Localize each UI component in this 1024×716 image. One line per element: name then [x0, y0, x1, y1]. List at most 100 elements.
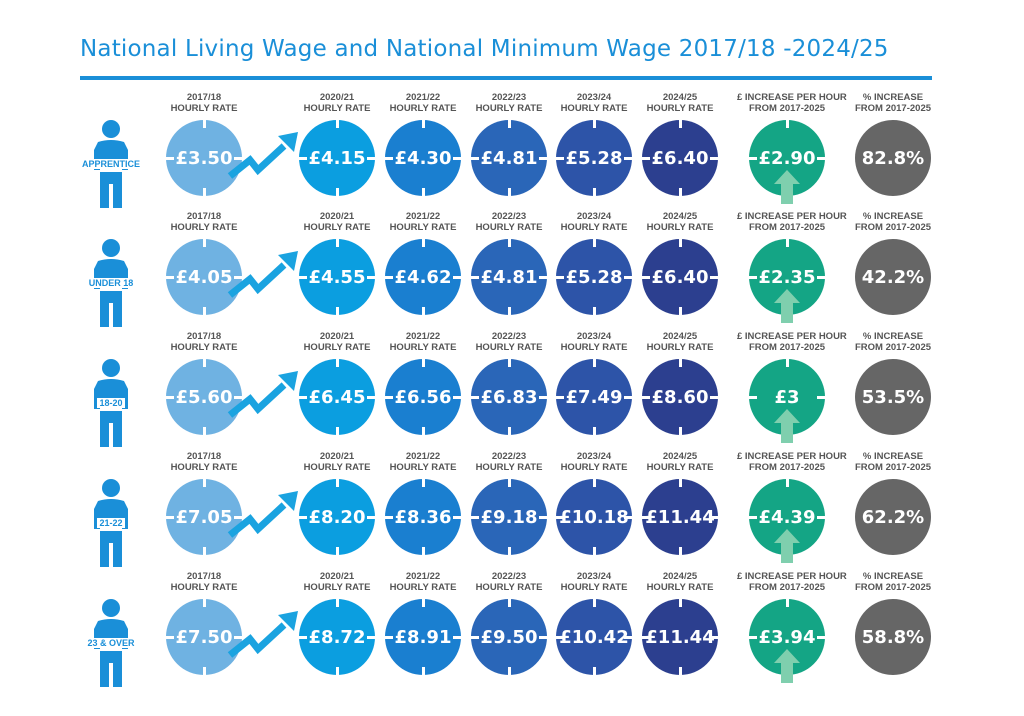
column-header: 2017/18 HOURLY RATE	[154, 211, 254, 235]
dial-tick	[385, 395, 393, 399]
rate-value: £4.81	[480, 266, 538, 288]
dial-tick	[749, 635, 757, 639]
column-header-line: HOURLY RATE	[170, 342, 238, 353]
up-arrow-icon	[774, 289, 800, 328]
rate-value: 53.5%	[861, 386, 925, 408]
rate-value: £8.20	[308, 506, 366, 528]
column-increase-pct: % INCREASE FROM 2017-2025 62.2%	[843, 451, 943, 555]
column-header-line: 2023/24	[576, 571, 612, 582]
dial-tick	[202, 239, 206, 247]
column-header: % INCREASE FROM 2017-2025	[843, 451, 943, 475]
dial-tick	[166, 156, 174, 160]
dial-tick	[202, 599, 206, 607]
dial-tick	[556, 156, 564, 160]
dial-tick	[678, 667, 682, 675]
age-group-text: 21-22	[97, 518, 125, 528]
dial-tick	[471, 635, 479, 639]
dial-tick	[539, 156, 547, 160]
rate-value: £7.05	[175, 506, 233, 528]
dial-tick	[710, 275, 718, 279]
column-header: 2022/23 HOURLY RATE	[459, 331, 559, 355]
column-header-line: HOURLY RATE	[389, 342, 457, 353]
person-icon: APPRENTICE	[76, 120, 146, 210]
column-header: % INCREASE FROM 2017-2025	[843, 331, 943, 355]
column-header: 2021/22 HOURLY RATE	[373, 92, 473, 116]
column-header: 2021/22 HOURLY RATE	[373, 331, 473, 355]
dial-tick	[507, 188, 511, 196]
dial-tick	[507, 427, 511, 435]
dial-tick	[556, 395, 564, 399]
rate-value: £9.50	[480, 626, 538, 648]
wage-row: UNDER 18 2017/18 HOURLY RATE £4.05 2020/21 HO…	[0, 211, 1024, 331]
column-header-line: % INCREASE	[862, 92, 924, 103]
dial-tick	[785, 599, 789, 607]
dial-tick	[678, 479, 682, 487]
column-header-line: % INCREASE	[862, 571, 924, 582]
dial-tick	[367, 635, 375, 639]
dial-tick	[385, 515, 393, 519]
column-header-line: £ INCREASE PER HOUR	[737, 451, 847, 462]
rate-2021-circle: £4.30	[385, 120, 461, 196]
column-header-line: 2022/23	[491, 92, 527, 103]
dial-tick	[421, 547, 425, 555]
column-header-line: 2017/18	[186, 331, 222, 342]
column-increase-pct: % INCREASE FROM 2017-2025 58.8%	[843, 571, 943, 675]
age-group-text: UNDER 18	[86, 278, 136, 288]
rate-2021-circle: £4.62	[385, 239, 461, 315]
page-title: National Living Wage and National Minimu…	[80, 36, 889, 62]
dial-tick	[817, 275, 825, 279]
column-header: 2023/24 HOURLY RATE	[544, 331, 644, 355]
column-header-line: 2021/22	[405, 571, 441, 582]
dial-tick	[624, 275, 632, 279]
dial-tick	[539, 395, 547, 399]
wage-row: 23 & OVER 2017/18 HOURLY RATE £7.50 2020/21 H…	[0, 571, 1024, 691]
column-header-line: 2020/21	[319, 211, 355, 222]
column-rate-2017: 2017/18 HOURLY RATE £5.60	[154, 331, 254, 435]
rate-value: £3.50	[175, 147, 233, 169]
dial-tick	[507, 479, 511, 487]
rate-2020-circle: £6.45	[299, 359, 375, 435]
dial-tick	[678, 359, 682, 367]
title-underline	[80, 76, 932, 80]
dial-tick	[592, 307, 596, 315]
column-rate-2021: 2021/22 HOURLY RATE £8.91	[373, 571, 473, 675]
rate-2021-circle: £8.91	[385, 599, 461, 675]
dial-tick	[592, 547, 596, 555]
rate-2023-circle: £5.28	[556, 239, 632, 315]
dial-tick	[166, 515, 174, 519]
rate-value: £9.18	[480, 506, 538, 528]
column-header: 2022/23 HOURLY RATE	[459, 571, 559, 595]
column-rate-2023: 2023/24 HOURLY RATE £7.49	[544, 331, 644, 435]
column-rate-2017: 2017/18 HOURLY RATE £7.05	[154, 451, 254, 555]
rate-value: £6.83	[480, 386, 538, 408]
dial-tick	[299, 156, 307, 160]
column-header: % INCREASE FROM 2017-2025	[843, 571, 943, 595]
person-icon: 23 & OVER	[76, 599, 146, 689]
dial-tick	[624, 635, 632, 639]
dial-tick	[234, 275, 242, 279]
rate-value: £8.91	[394, 626, 452, 648]
dial-tick	[749, 156, 757, 160]
increase-pct-circle: 82.8%	[855, 120, 931, 196]
rate-value: £4.05	[175, 266, 233, 288]
trend-up-icon	[226, 609, 308, 668]
age-group-label: 18-20	[76, 398, 146, 408]
column-header-line: 2020/21	[319, 571, 355, 582]
column-rate-2020: 2020/21 HOURLY RATE £6.45	[287, 331, 387, 435]
dial-tick	[335, 599, 339, 607]
dial-tick	[335, 667, 339, 675]
dial-tick	[749, 395, 757, 399]
dial-tick	[234, 635, 242, 639]
column-header-line: £ INCREASE PER HOUR	[737, 331, 847, 342]
rate-2023-circle: £5.28	[556, 120, 632, 196]
age-group-text: 18-20	[97, 398, 125, 408]
rate-value: 58.8%	[861, 626, 925, 648]
dial-tick	[817, 515, 825, 519]
rate-value: £8.60	[651, 386, 709, 408]
rate-value: £6.40	[651, 266, 709, 288]
dial-tick	[507, 667, 511, 675]
column-header: 2020/21 HOURLY RATE	[287, 571, 387, 595]
column-increase-gbp: £ INCREASE PER HOUR FROM 2017-2025 £4.39	[737, 451, 847, 563]
person-icon: UNDER 18	[76, 239, 146, 329]
column-header: 2024/25 HOURLY RATE	[630, 451, 730, 475]
